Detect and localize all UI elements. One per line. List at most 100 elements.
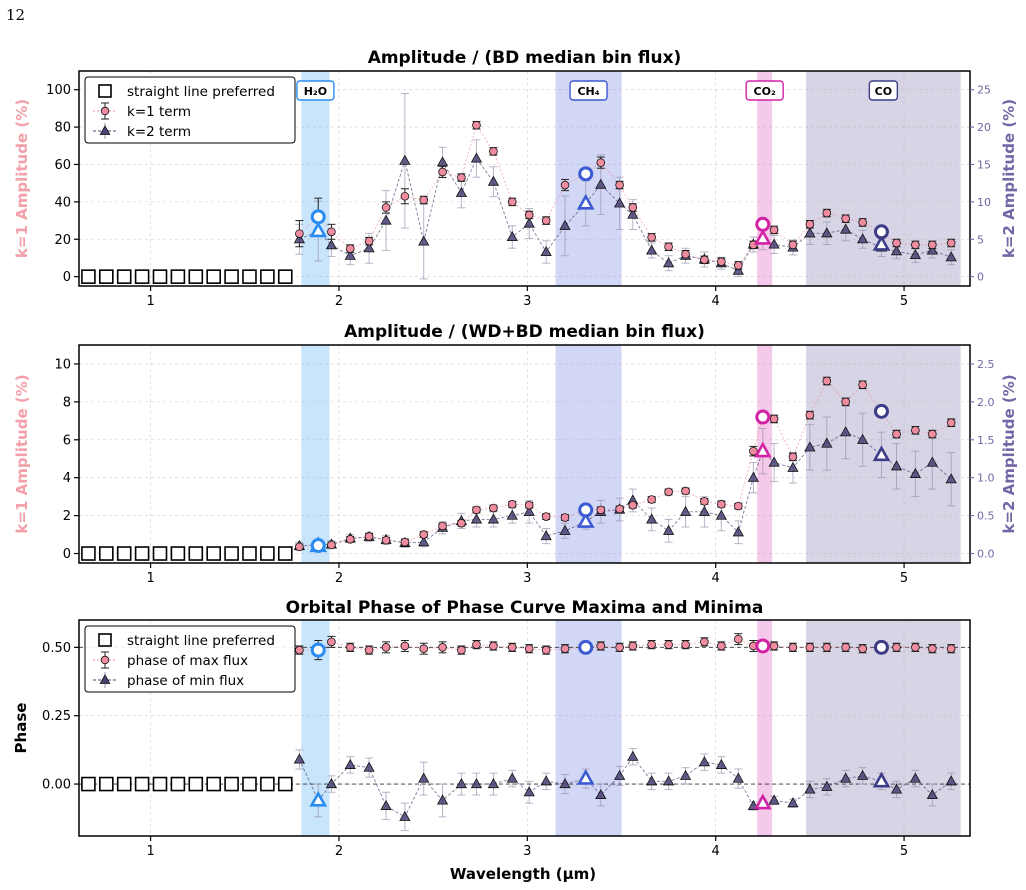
band-H₂O — [301, 71, 330, 286]
data-point-triangle — [363, 761, 375, 772]
straight-line-marker — [260, 546, 275, 561]
legend-circle — [100, 106, 110, 116]
y-tick-label: 8 — [63, 395, 71, 410]
band-label-box — [569, 80, 608, 101]
data-point-circle — [400, 537, 410, 547]
data-point-circle — [734, 634, 743, 644]
data-point-triangle — [662, 257, 675, 268]
data-point-circle — [524, 500, 534, 510]
straight-line-marker — [277, 269, 293, 284]
data-point-circle — [892, 429, 901, 439]
straight-line-marker — [99, 776, 114, 792]
y-tick-label: 0.25 — [42, 709, 71, 724]
y-tick-label: 0 — [63, 270, 71, 285]
straight-line-marker — [116, 776, 132, 792]
straight-line-marker — [170, 776, 186, 792]
data-point-triangle — [487, 175, 500, 186]
data-point-triangle — [662, 524, 675, 535]
x-tick-label: 1 — [146, 844, 154, 859]
data-point-circle — [364, 532, 374, 541]
data-point-triangle — [857, 233, 869, 244]
data-point-triangle — [787, 797, 799, 808]
data-point-circle — [700, 637, 709, 647]
data-point-circle — [717, 499, 726, 509]
data-point-triangle — [646, 775, 658, 786]
data-point-triangle — [821, 780, 833, 791]
straight-line-marker — [81, 546, 96, 561]
data-point-triangle — [325, 778, 338, 789]
y-tick-label: 100 — [46, 83, 71, 98]
data-point-triangle — [455, 778, 468, 789]
y-right-tick-label: 15 — [977, 158, 991, 171]
legend-label: phase of min flux — [127, 673, 244, 689]
data-point-circle — [327, 637, 336, 647]
data-point-triangle — [787, 461, 799, 472]
data-point-triangle — [909, 772, 921, 783]
data-point-circle — [489, 147, 498, 156]
data-point-triangle — [559, 778, 571, 789]
data-point-circle — [841, 214, 850, 223]
band-label-box — [868, 80, 899, 101]
band-marker-triangle — [872, 234, 891, 251]
y-right-tick-label: 2.0 — [977, 396, 995, 409]
data-point-circle — [805, 410, 815, 420]
data-point-circle — [822, 208, 832, 218]
band-marker-triangle — [872, 771, 891, 788]
data-point-circle — [364, 236, 374, 246]
straight-line-marker — [170, 546, 186, 561]
data-point-triangle — [487, 513, 500, 524]
data-point-circle — [364, 645, 374, 655]
data-point-triangle — [821, 437, 833, 448]
y-right-tick-label: 5 — [977, 233, 984, 246]
data-point-triangle — [523, 786, 535, 797]
data-point-circle — [628, 500, 638, 510]
straight-line-marker — [99, 269, 114, 284]
data-point-circle — [700, 255, 709, 265]
data-point-circle — [822, 643, 832, 652]
band-label: CO₂ — [754, 85, 776, 98]
data-point-circle — [681, 486, 690, 496]
band-marker-circle — [873, 403, 889, 419]
data-point-triangle — [506, 230, 518, 242]
data-point-circle — [560, 513, 570, 522]
data-point-triangle — [540, 245, 552, 257]
page-number: 12 — [6, 6, 26, 24]
data-point-circle — [892, 643, 901, 652]
data-point-circle — [788, 240, 798, 250]
data-point-triangle — [363, 242, 375, 253]
data-point-triangle — [698, 756, 711, 767]
data-point-circle — [749, 446, 758, 456]
axes-frame — [78, 619, 971, 837]
data-point-triangle — [418, 536, 430, 547]
data-point-triangle — [614, 197, 626, 208]
series-line-1 — [299, 638, 952, 651]
data-point-triangle — [768, 238, 780, 249]
band-CH₄ — [555, 620, 622, 836]
straight-line-marker — [134, 269, 150, 284]
band-marker-circle — [578, 166, 594, 182]
straight-line-marker — [260, 269, 275, 284]
data-point-triangle — [470, 513, 483, 524]
band-marker-triangle — [576, 193, 595, 210]
data-point-triangle — [487, 778, 500, 789]
band-CO — [806, 620, 961, 836]
data-point-triangle — [293, 753, 306, 764]
data-point-circle — [345, 643, 355, 652]
y-tick-label: 0.50 — [42, 641, 71, 656]
data-point-triangle — [293, 233, 306, 244]
straight-line-marker — [242, 546, 257, 561]
data-point-circle — [560, 180, 570, 190]
straight-line-marker — [81, 776, 96, 792]
data-point-circle — [541, 645, 551, 655]
y-tick-label: 4 — [63, 471, 71, 486]
data-point-circle — [489, 503, 498, 513]
axes-frame — [78, 70, 971, 287]
y-tick-label: 2 — [63, 509, 71, 524]
panel-wdbd-amplitude: Amplitude / (WD+BD median bin flux) 1 2 3 4 5… — [13, 322, 1018, 586]
data-point-circle — [507, 197, 517, 207]
band-marker-triangle — [872, 445, 891, 462]
data-point-triangle — [857, 433, 869, 444]
straight-line-marker — [116, 269, 132, 284]
data-point-triangle — [559, 219, 571, 230]
straight-line-marker — [242, 269, 257, 284]
